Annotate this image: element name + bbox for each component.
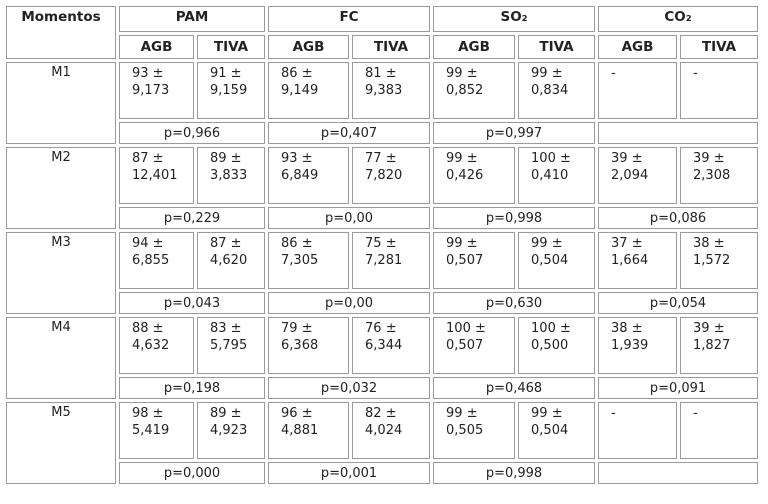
value-cell: 79 ± 6,368: [268, 317, 350, 374]
moment-label: M2: [6, 147, 116, 229]
value-cell: 39 ± 2,094: [598, 147, 678, 204]
p-value: p=0,198: [119, 377, 266, 399]
value-cell: 93 ± 6,849: [268, 147, 350, 204]
value-cell: 81 ± 9,383: [352, 62, 431, 119]
p-row: p=0,000 p=0,001 p=0,998: [6, 462, 759, 484]
p-value: p=0,468: [433, 377, 596, 399]
p-value: [598, 462, 759, 484]
group-header: FC: [268, 6, 431, 32]
corner-header: Momentos: [6, 6, 116, 59]
p-value: p=0,054: [598, 292, 759, 314]
p-value: p=0,000: [119, 462, 266, 484]
p-value: p=0,091: [598, 377, 759, 399]
moment-label: M1: [6, 62, 116, 144]
subgroup-header: TIVA: [518, 35, 596, 59]
value-cell: 93 ± 9,173: [119, 62, 194, 119]
p-value: p=0,001: [268, 462, 431, 484]
value-cell: -: [598, 402, 678, 459]
value-cell: 89 ± 4,923: [197, 402, 266, 459]
subheader-row: AGB TIVA AGB TIVA AGB TIVA AGB TIVA: [6, 35, 759, 59]
value-cell: 87 ± 4,620: [197, 232, 266, 289]
moment-label: M3: [6, 232, 116, 314]
group-header: CO₂: [598, 6, 759, 32]
value-cell: 86 ± 7,305: [268, 232, 350, 289]
value-row: M2 87 ± 12,401 89 ± 3,833 93 ± 6,849 77 ± 7,…: [6, 147, 759, 229]
value-cell: 82 ± 4,024: [352, 402, 431, 459]
value-cell: 99 ± 0,507: [433, 232, 516, 289]
value-cell: -: [680, 62, 759, 119]
value-cell: 99 ± 0,426: [433, 147, 516, 204]
value-cell: 99 ± 0,834: [518, 62, 596, 119]
header-row: Momentos PAM FC SO₂ CO₂: [6, 6, 759, 59]
value-cell: 100 ± 0,500: [518, 317, 596, 374]
subgroup-header: AGB: [268, 35, 350, 59]
p-value: p=0,032: [268, 377, 431, 399]
p-row: p=0,966 p=0,407 p=0,997: [6, 122, 759, 144]
value-cell: 94 ± 6,855: [119, 232, 194, 289]
p-value: p=0,966: [119, 122, 266, 144]
p-value: p=0,630: [433, 292, 596, 314]
value-cell: 99 ± 0,504: [518, 402, 596, 459]
value-cell: 100 ± 0,410: [518, 147, 596, 204]
p-row: p=0,198 p=0,032 p=0,468 p=0,091: [6, 377, 759, 399]
group-header: SO₂: [433, 6, 596, 32]
moment-label: M4: [6, 317, 116, 399]
value-cell: 99 ± 0,852: [433, 62, 516, 119]
p-value: p=0,998: [433, 462, 596, 484]
p-row: p=0,229 p=0,00 p=0,998 p=0,086: [6, 207, 759, 229]
value-row: M1 93 ± 9,173 91 ± 9,159 86 ± 9,149 81 ± 9,3…: [6, 62, 759, 144]
subgroup-header: AGB: [598, 35, 678, 59]
value-cell: 39 ± 2,308: [680, 147, 759, 204]
value-cell: 37 ± 1,664: [598, 232, 678, 289]
value-cell: 88 ± 4,632: [119, 317, 194, 374]
subgroup-header: AGB: [119, 35, 194, 59]
value-cell: 99 ± 0,504: [518, 232, 596, 289]
p-value: p=0,086: [598, 207, 759, 229]
value-row: M5 98 ± 5,419 89 ± 4,923 96 ± 4,881 82 ± 4,0…: [6, 402, 759, 484]
results-table: Momentos PAM FC SO₂ CO₂ AGB TIVA AGB TIVA AGB TIVA…: [3, 3, 761, 487]
value-row: M4 88 ± 4,632 83 ± 5,795 79 ± 6,368 76 ± 6,3…: [6, 317, 759, 399]
value-cell: 100 ± 0,507: [433, 317, 516, 374]
value-cell: 89 ± 3,833: [197, 147, 266, 204]
value-cell: 39 ± 1,827: [680, 317, 759, 374]
p-value: p=0,00: [268, 207, 431, 229]
subgroup-header: TIVA: [352, 35, 431, 59]
value-cell: -: [598, 62, 678, 119]
value-cell: 38 ± 1,572: [680, 232, 759, 289]
value-cell: 91 ± 9,159: [197, 62, 266, 119]
p-value: p=0,00: [268, 292, 431, 314]
value-cell: 98 ± 5,419: [119, 402, 194, 459]
value-cell: 75 ± 7,281: [352, 232, 431, 289]
subgroup-header: TIVA: [680, 35, 759, 59]
value-cell: 99 ± 0,505: [433, 402, 516, 459]
value-cell: 76 ± 6,344: [352, 317, 431, 374]
subgroup-header: AGB: [433, 35, 516, 59]
p-value: p=0,229: [119, 207, 266, 229]
p-row: p=0,043 p=0,00 p=0,630 p=0,054: [6, 292, 759, 314]
moment-label: M5: [6, 402, 116, 484]
value-row: M3 94 ± 6,855 87 ± 4,620 86 ± 7,305 75 ± 7,2…: [6, 232, 759, 314]
value-cell: 96 ± 4,881: [268, 402, 350, 459]
p-value: p=0,998: [433, 207, 596, 229]
value-cell: 77 ± 7,820: [352, 147, 431, 204]
value-cell: 87 ± 12,401: [119, 147, 194, 204]
p-value: p=0,997: [433, 122, 596, 144]
value-cell: 83 ± 5,795: [197, 317, 266, 374]
value-cell: -: [680, 402, 759, 459]
p-value: p=0,407: [268, 122, 431, 144]
group-header: PAM: [119, 6, 266, 32]
p-value: p=0,043: [119, 292, 266, 314]
p-value: [598, 122, 759, 144]
value-cell: 38 ± 1,939: [598, 317, 678, 374]
subgroup-header: TIVA: [197, 35, 266, 59]
value-cell: 86 ± 9,149: [268, 62, 350, 119]
